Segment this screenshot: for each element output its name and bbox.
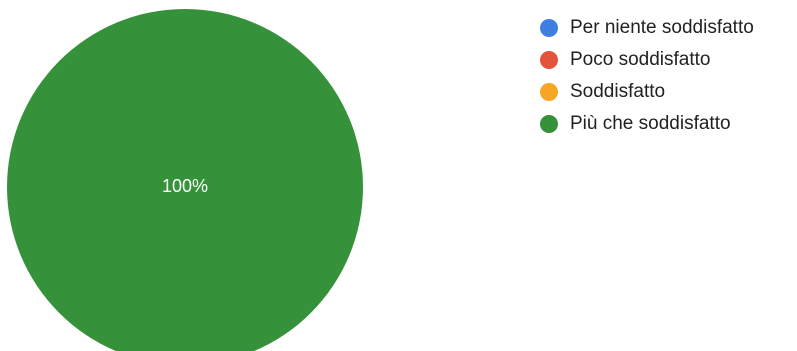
legend-label-piu-che-soddisfatto: Più che soddisfatto xyxy=(570,113,731,134)
pie-slice-label-piu-che-soddisfatto: 100% xyxy=(162,176,208,196)
legend-label-soddisfatto: Soddisfatto xyxy=(570,81,666,102)
legend-item-soddisfatto[interactable]: Soddisfatto xyxy=(540,76,754,108)
chart-legend: Per niente soddisfatto Poco soddisfatto … xyxy=(540,12,754,140)
legend-label-per-niente-soddisfatto: Per niente soddisfatto xyxy=(570,17,754,38)
pie-slices xyxy=(7,9,363,351)
legend-item-piu-che-soddisfatto[interactable]: Più che soddisfatto xyxy=(540,108,754,140)
pie-slice-labels: 100% xyxy=(162,176,208,196)
legend-swatch-per-niente-soddisfatto xyxy=(540,19,558,37)
legend-item-poco-soddisfatto[interactable]: Poco soddisfatto xyxy=(540,44,754,76)
legend-label-poco-soddisfatto: Poco soddisfatto xyxy=(570,49,711,70)
legend-swatch-piu-che-soddisfatto xyxy=(540,115,558,133)
legend-swatch-soddisfatto xyxy=(540,83,558,101)
pie-slice-piu-che-soddisfatto xyxy=(7,9,363,351)
legend-item-per-niente-soddisfatto[interactable]: Per niente soddisfatto xyxy=(540,12,754,44)
legend-swatch-poco-soddisfatto xyxy=(540,51,558,69)
